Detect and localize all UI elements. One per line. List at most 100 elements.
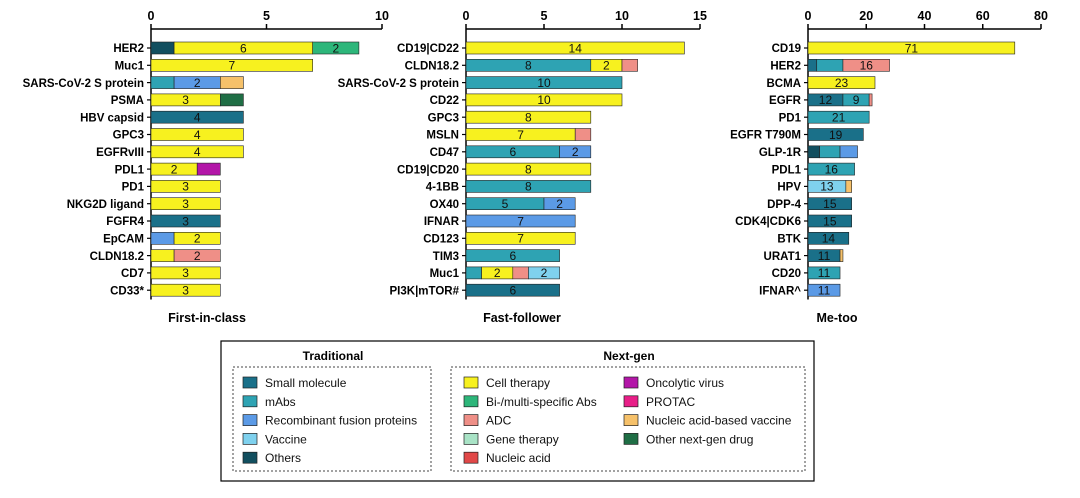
bar-segment — [220, 76, 244, 89]
bar-segment — [845, 180, 852, 193]
bar-segment — [465, 110, 592, 124]
bar-segment — [807, 162, 855, 176]
bar-segment — [220, 93, 244, 107]
legend-swatch — [463, 414, 479, 426]
data-label: 14 — [569, 41, 583, 55]
category-label: CD33* — [110, 285, 144, 297]
bar-segment — [150, 232, 175, 245]
data-label: 3 — [182, 180, 189, 194]
bar-segment — [842, 58, 890, 72]
legend: Traditional Next-gen Small molecule mAbs Rec… — [220, 340, 815, 482]
category-label: HER2 — [113, 43, 144, 55]
chart-panel-1: 0 5 10 HER2 6 2 Muc1 7 SARS-CoV-2 S protein 2 PSMA… — [23, 9, 389, 325]
data-label: 7 — [517, 128, 524, 142]
data-label: 11 — [818, 284, 831, 298]
x-tick-label: 10 — [615, 9, 629, 23]
bar-segment — [807, 110, 870, 124]
data-label: 8 — [525, 111, 532, 125]
legend-label: Other next-gen drug — [646, 432, 753, 446]
bar-segment — [807, 128, 864, 141]
bar-segment — [807, 145, 820, 159]
data-label: 7 — [229, 59, 236, 73]
data-label: 2 — [541, 266, 548, 280]
x-tick-label: 60 — [976, 9, 990, 23]
legend-nextgen-title: Next-gen — [603, 349, 654, 363]
data-label: 2 — [194, 76, 201, 90]
legend-label: ADC — [486, 414, 512, 428]
category-label: Muc1 — [430, 268, 460, 280]
bar-segment — [868, 93, 873, 107]
chart-panel-2: 0 5 10 15 CD19|CD22 14 CLDN18.2 8 2 SARS-CoV-2 S … — [338, 9, 707, 325]
data-label: 10 — [537, 76, 551, 90]
bar-segment — [807, 232, 850, 245]
legend-label: Oncolytic virus — [646, 376, 724, 390]
bar-segment — [807, 214, 852, 228]
category-label: CD22 — [430, 95, 459, 107]
legend-label: Nucleic acid-based vaccine — [646, 414, 792, 428]
bar-segment — [807, 41, 1016, 55]
category-label: OX40 — [430, 199, 459, 211]
bar-segment — [465, 93, 623, 107]
category-label: CD123 — [423, 234, 459, 246]
category-label: CLDN18.2 — [405, 61, 459, 73]
category-label: PDL1 — [772, 164, 802, 176]
bar-segment — [807, 283, 841, 297]
bar-segment — [465, 180, 592, 193]
category-label: SARS-CoV-2 S protein — [338, 78, 459, 90]
data-label: 6 — [509, 145, 516, 159]
chart-title: First-in-class — [168, 311, 246, 325]
bar-segment — [807, 58, 818, 72]
bar-segment — [528, 266, 560, 280]
category-label: CD19 — [772, 43, 801, 55]
bar-segment — [807, 197, 852, 210]
category-label: HER2 — [770, 61, 801, 73]
category-label: CDK4|CDK6 — [735, 216, 801, 228]
data-label: 3 — [182, 284, 189, 298]
bar-segment — [807, 266, 841, 280]
data-label: 3 — [182, 214, 189, 228]
data-label: 9 — [853, 93, 860, 107]
bar-segment — [543, 197, 576, 210]
category-label: FGFR4 — [106, 216, 144, 228]
bar-segment — [465, 266, 482, 280]
legend-swatch — [242, 433, 258, 445]
data-label: 4 — [194, 111, 201, 125]
category-label: EGFR T790M — [730, 130, 801, 142]
x-tick-label: 5 — [263, 9, 270, 23]
data-label: 4 — [194, 145, 201, 159]
legend-swatch — [463, 376, 479, 389]
data-label: 8 — [525, 59, 532, 73]
category-label: PDL1 — [115, 164, 145, 176]
data-label: 12 — [819, 93, 833, 107]
bar-segment — [150, 266, 221, 280]
category-label: CD7 — [121, 268, 144, 280]
bar-segment — [150, 283, 221, 297]
data-label: 2 — [494, 266, 501, 280]
legend-label: Vaccine — [265, 432, 307, 446]
legend-label: Cell therapy — [486, 376, 550, 390]
legend-label: mAbs — [265, 395, 296, 409]
category-label: URAT1 — [764, 251, 802, 263]
category-label: BTK — [777, 234, 801, 246]
bar-segment — [807, 76, 876, 89]
data-label: 2 — [194, 249, 201, 263]
data-label: 2 — [194, 232, 201, 246]
x-tick-label: 0 — [805, 9, 812, 23]
data-label: 15 — [823, 197, 837, 211]
data-label: 3 — [182, 197, 189, 211]
bar-segment — [465, 283, 560, 297]
category-label: GLP-1R — [759, 147, 802, 159]
x-tick-label: 20 — [859, 9, 873, 23]
data-label: 71 — [905, 41, 919, 55]
category-label: PD1 — [779, 112, 802, 124]
category-label: EGFR — [769, 95, 802, 107]
bar-segment — [150, 76, 175, 89]
category-label: Muc1 — [115, 61, 145, 73]
data-label: 2 — [171, 162, 178, 176]
data-label: 14 — [822, 232, 836, 246]
x-tick-label: 15 — [693, 9, 707, 23]
bar-segment — [574, 128, 592, 141]
legend-label: Recombinant fusion proteins — [265, 414, 417, 428]
data-label: 3 — [182, 266, 189, 280]
